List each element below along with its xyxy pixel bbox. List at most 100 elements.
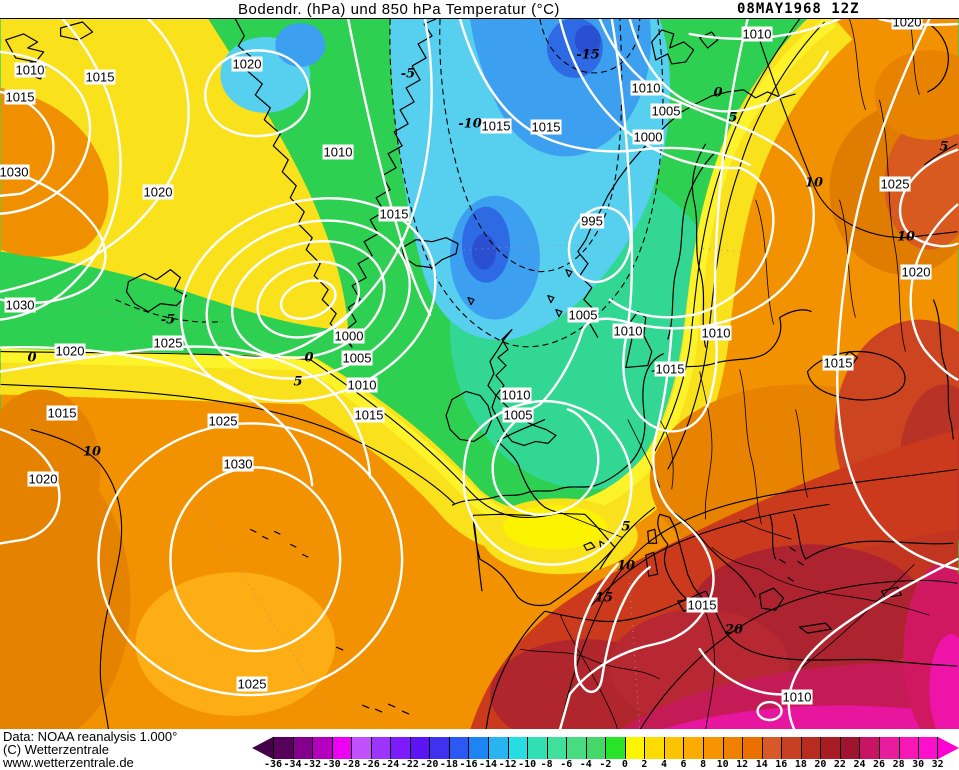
colorbar-tick: -2 [599,759,612,770]
contour-10c-atl [30,428,123,730]
coast-ireland [445,390,493,443]
pressure-label: 1020 [231,56,263,72]
colorbar-cell [703,737,723,759]
coast-africa [485,590,958,730]
colorbar-cell [409,737,430,759]
pressure-label: 1000 [632,129,664,145]
pressure-label: 1025 [879,176,911,192]
pressure-label: 1015 [378,206,410,222]
colorbar-cells [273,737,938,759]
pressure-label: 1000 [333,328,365,344]
colorbar-cell [351,737,371,759]
colorbar-tick: 0 [621,759,628,770]
pressure-label: 1010 [500,387,532,403]
coast-norway [577,89,796,338]
colorbar-cell [429,737,449,759]
temperature-label: 10 [896,229,916,245]
credit-url: www.wetterzentrale.de [3,755,134,770]
colorbar-right-arrow [937,737,959,759]
colorbar-tick: 2 [641,759,648,770]
temperature-label: 10 [804,175,824,191]
colorbar-tick: 6 [680,759,687,770]
map-title: Bodendr. (hPa) und 850 hPa Temperatur (°… [238,1,560,18]
colorbar-cell [370,737,391,759]
colorbar-left-arrow [252,737,273,759]
colorbar-cell [605,737,625,759]
credit-copyright: (C) Wetterzentrale [3,742,109,757]
temperature-label: -10 [458,116,482,132]
colorbar-tick-labels: -36 -34 -32 -30 -28 -26 -24 -22 -20 -18 -16 -14 -12-… [264,759,959,770]
colorbar-cell [761,737,782,759]
pressure-label: 1020 [27,471,59,487]
contour-20c [639,579,958,730]
colorbar-cell [820,737,840,759]
colorbar-tick: -30 [322,759,341,770]
pressure-label: 1010 [781,689,813,705]
temperature-label: 5 [293,374,303,390]
temperature-label: 0 [304,350,314,366]
pressure-label: 1015 [530,119,562,135]
colorbar-cell [331,737,352,759]
coast-novaya-zemlya [927,23,949,93]
pressure-label: 1015 [4,89,36,105]
coast-aegean [779,546,804,582]
pressure-label: 1015 [84,69,116,85]
credit-data-source: Data: NOAA reanalysis 1.000° [3,729,178,744]
pressure-label: 1005 [567,307,599,323]
coast-bothnia [691,143,707,348]
colorbar-cell [898,737,919,759]
colorbar-cell [624,737,645,759]
colorbar-tick: -28 [342,759,361,770]
colorbar-tick: 18 [794,759,807,770]
colorbar-cell [292,737,313,759]
coast-brittany-biscay [497,418,560,513]
colorbar-tick: -8 [540,759,553,770]
temperature-label: 5 [939,139,949,155]
colorbar-tick: 12 [736,759,749,770]
temperature-label: 10 [616,558,636,574]
colorbar-tick: -14 [479,759,498,770]
weather-map: 1010 1015 1015 1020 1030 1020 1010 1015 1015 1015… [0,18,959,732]
pressure-label: 1010 [612,323,644,339]
colorbar-cell [742,737,762,759]
pressure-label: 1020 [891,19,923,30]
map-datetime: 08MAY1968 12Z [737,1,860,17]
colorbar-tick: 20 [814,759,827,770]
temperature-label: 0 [713,85,723,101]
contour-15c [559,468,958,730]
colorbar-cell [546,737,567,759]
coast-turkey [793,514,954,560]
coast-sweden-east [667,151,717,340]
coast-faroe-shetland [467,269,573,318]
temperature-label: -5 [400,66,416,82]
pressure-label: 1020 [900,264,932,280]
pressure-label: 1015 [46,405,78,421]
colorbar-cell [663,737,684,759]
colorbar-tick: 26 [873,759,886,770]
colorbar-tick: -34 [283,759,302,770]
colorbar-tick: -10 [518,759,537,770]
pressure-label: 1015 [353,407,385,423]
colorbar-tick: -16 [459,759,478,770]
colorbar-cell [468,737,489,759]
pressure-label: 1015 [480,118,512,134]
footer: Data: NOAA reanalysis 1.000° (C) Wetterz… [0,729,959,770]
contour-5c-east [667,21,825,470]
colorbar-cell [781,737,801,759]
temperature-label: 0 [27,350,37,366]
coast-canary-madeira-azores [250,528,410,715]
map-canvas [0,19,959,730]
colorbar-cell [644,737,664,759]
colorbar-cell [448,737,469,759]
colorbar-tick: -20 [420,759,439,770]
colorbar-tick: -22 [400,759,419,770]
pressure-label: 1005 [502,407,534,423]
pressure-label: 1025 [152,335,184,351]
pressure-label: 1005 [650,103,682,119]
pressure-label: 1020 [54,343,86,359]
coastlines [5,19,958,730]
colorbar-cell [800,737,821,759]
pressure-label: 1030 [4,297,36,313]
colorbar-cell [527,737,547,759]
